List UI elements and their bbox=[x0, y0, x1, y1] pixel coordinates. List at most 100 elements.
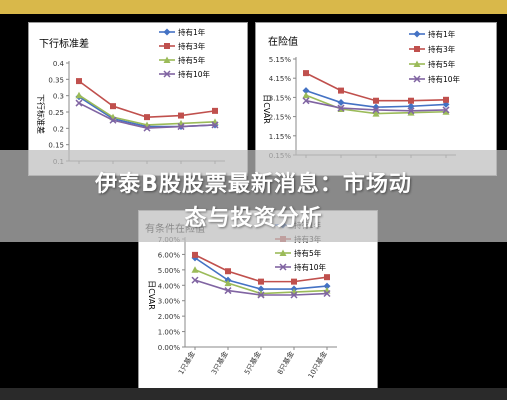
series-2 bbox=[76, 78, 218, 121]
y-tick-label: 2.15% bbox=[269, 114, 292, 122]
legend-label: 持有1年 bbox=[178, 27, 206, 37]
data-point bbox=[337, 99, 345, 107]
data-point bbox=[302, 87, 310, 95]
data-point bbox=[257, 291, 265, 299]
legend-marker bbox=[413, 75, 421, 83]
data-point bbox=[109, 116, 117, 124]
series-3 bbox=[75, 91, 219, 128]
legend-label: 持有1年 bbox=[428, 29, 456, 39]
data-point bbox=[290, 291, 298, 299]
y-tick-label: 3.00% bbox=[158, 298, 181, 306]
legend-marker bbox=[163, 70, 171, 78]
y-tick-label: 6.00% bbox=[158, 251, 181, 259]
data-point bbox=[191, 276, 199, 284]
series-2 bbox=[192, 251, 330, 285]
y-tick-label: 5.00% bbox=[158, 267, 181, 275]
legend-label: 持有5年 bbox=[178, 55, 206, 65]
data-point bbox=[225, 268, 231, 275]
legend-label: 持有10年 bbox=[178, 69, 211, 79]
data-point bbox=[302, 91, 310, 99]
data-point bbox=[258, 278, 264, 285]
legend-marker bbox=[413, 30, 421, 38]
data-point bbox=[177, 123, 185, 131]
y-tick-label: 0.3 bbox=[53, 93, 64, 101]
data-point bbox=[144, 114, 150, 121]
data-point bbox=[302, 97, 310, 105]
legend-marker bbox=[163, 56, 171, 63]
series-4 bbox=[302, 97, 450, 115]
data-point bbox=[372, 106, 380, 114]
data-point bbox=[75, 99, 83, 107]
y-tick-label: 0.15 bbox=[48, 142, 64, 150]
data-point bbox=[224, 279, 232, 287]
x-tick-label: 3只基金 bbox=[209, 350, 230, 377]
data-point bbox=[407, 102, 415, 110]
data-point bbox=[75, 91, 83, 99]
bottom-stripe bbox=[0, 388, 507, 400]
y-axis-label: 日CVAR bbox=[147, 280, 156, 310]
series-1 bbox=[191, 254, 331, 293]
data-point bbox=[442, 108, 450, 115]
data-point bbox=[338, 87, 344, 94]
legend-label: 持有5年 bbox=[428, 59, 456, 69]
chart-title: 在险值 bbox=[268, 35, 298, 48]
data-point bbox=[192, 251, 198, 258]
series-line bbox=[78, 80, 216, 118]
data-point bbox=[442, 106, 450, 114]
headline-line-1: 伊泰B股股票最新消息：市场动 bbox=[95, 172, 412, 197]
series-2 bbox=[303, 70, 449, 104]
legend-label: 持有10年 bbox=[428, 74, 461, 84]
legend-label: 持有10年 bbox=[294, 262, 327, 272]
legend-label: 持有3年 bbox=[178, 41, 206, 51]
data-point bbox=[323, 282, 331, 290]
data-point bbox=[303, 70, 309, 77]
data-point bbox=[443, 96, 449, 103]
y-tick-label: 4.00% bbox=[158, 282, 181, 290]
data-point bbox=[191, 266, 199, 273]
series-4 bbox=[191, 276, 331, 299]
legend-marker bbox=[164, 43, 170, 49]
top-stripe bbox=[0, 0, 507, 14]
legend-label: 持有3年 bbox=[428, 44, 456, 54]
y-axis-label: 日CVAR bbox=[262, 94, 271, 124]
x-tick-label: 5只基金 bbox=[242, 350, 263, 377]
y-tick-label: 1.00% bbox=[158, 329, 181, 337]
y-tick-label: 1.15% bbox=[269, 133, 292, 141]
data-point bbox=[143, 124, 151, 132]
y-tick-label: 0.4 bbox=[53, 60, 65, 68]
legend-label: 持有5年 bbox=[294, 248, 322, 258]
y-axis-label: 下行标准差 bbox=[36, 94, 46, 134]
data-point bbox=[291, 278, 297, 285]
legend-marker bbox=[414, 46, 420, 52]
data-point bbox=[211, 121, 219, 129]
series-4 bbox=[75, 99, 219, 132]
legend-marker bbox=[413, 60, 421, 67]
data-point bbox=[212, 107, 218, 114]
chart-title: 下行标准差 bbox=[39, 37, 89, 50]
data-point bbox=[337, 104, 345, 112]
y-tick-label: 0.35 bbox=[48, 76, 64, 84]
x-tick-label: 8只基金 bbox=[275, 350, 296, 377]
data-point bbox=[373, 97, 379, 104]
legend-marker bbox=[279, 249, 287, 256]
data-point bbox=[407, 109, 415, 116]
data-point bbox=[408, 97, 414, 104]
y-tick-label: 0.2 bbox=[53, 125, 64, 133]
data-point bbox=[324, 274, 330, 281]
legend-marker bbox=[279, 263, 287, 271]
y-tick-label: 2.00% bbox=[158, 313, 181, 321]
data-point bbox=[110, 103, 116, 110]
y-tick-label: 5.15% bbox=[269, 56, 292, 64]
y-tick-label: 0.00% bbox=[158, 344, 181, 352]
y-tick-label: 3.15% bbox=[269, 94, 292, 102]
data-point bbox=[372, 110, 380, 117]
headline-line-2: 态与投资分析 bbox=[184, 206, 323, 231]
x-tick-label: 1只基金 bbox=[176, 350, 197, 377]
data-point bbox=[257, 285, 265, 293]
data-point bbox=[224, 287, 232, 295]
y-tick-label: 4.15% bbox=[269, 75, 292, 83]
data-point bbox=[178, 112, 184, 119]
legend-marker bbox=[163, 28, 171, 36]
data-point bbox=[323, 289, 331, 298]
headline-banner: 伊泰B股股票最新消息：市场动 态与投资分析 bbox=[0, 150, 507, 242]
